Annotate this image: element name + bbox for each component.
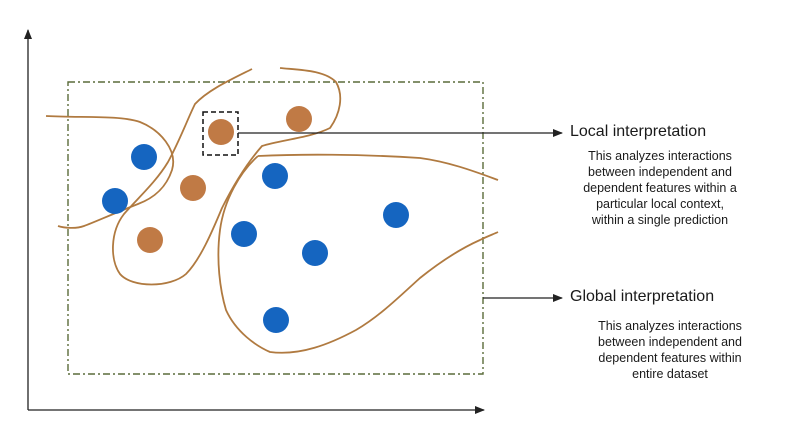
local-interpretation-description: This analyzes interactions between indep… — [560, 148, 760, 228]
blue-point — [231, 221, 257, 247]
global-interpretation-description: This analyzes interactions between indep… — [570, 318, 770, 382]
boundary-curve-middle — [112, 67, 342, 286]
blue-point — [262, 163, 288, 189]
blue-point — [102, 188, 128, 214]
description-line: within a single prediction — [591, 213, 729, 227]
orange-point — [180, 175, 206, 201]
description-line: dependent features within — [598, 351, 742, 365]
description-line: This analyzes interactions — [588, 149, 732, 163]
global-interpretation-title: Global interpretation — [570, 288, 715, 305]
orange-point — [208, 119, 234, 145]
local-interpretation-title: Local interpretation — [570, 123, 707, 140]
orange-point — [137, 227, 163, 253]
boundary-curve-left — [45, 115, 175, 229]
description-line: This analyzes interactions — [598, 319, 742, 333]
blue-point — [131, 144, 157, 170]
description-line: dependent features within a — [583, 181, 737, 195]
blue-point — [263, 307, 289, 333]
blue-point — [383, 202, 409, 228]
description-line: between independent and — [588, 165, 732, 179]
description-line: particular local context, — [596, 197, 724, 211]
global-dataset-box — [67, 81, 484, 375]
boundary-curve-right — [217, 153, 499, 354]
blue-point — [302, 240, 328, 266]
orange-point — [286, 106, 312, 132]
description-line: entire dataset — [632, 367, 708, 381]
description-line: between independent and — [598, 335, 742, 349]
